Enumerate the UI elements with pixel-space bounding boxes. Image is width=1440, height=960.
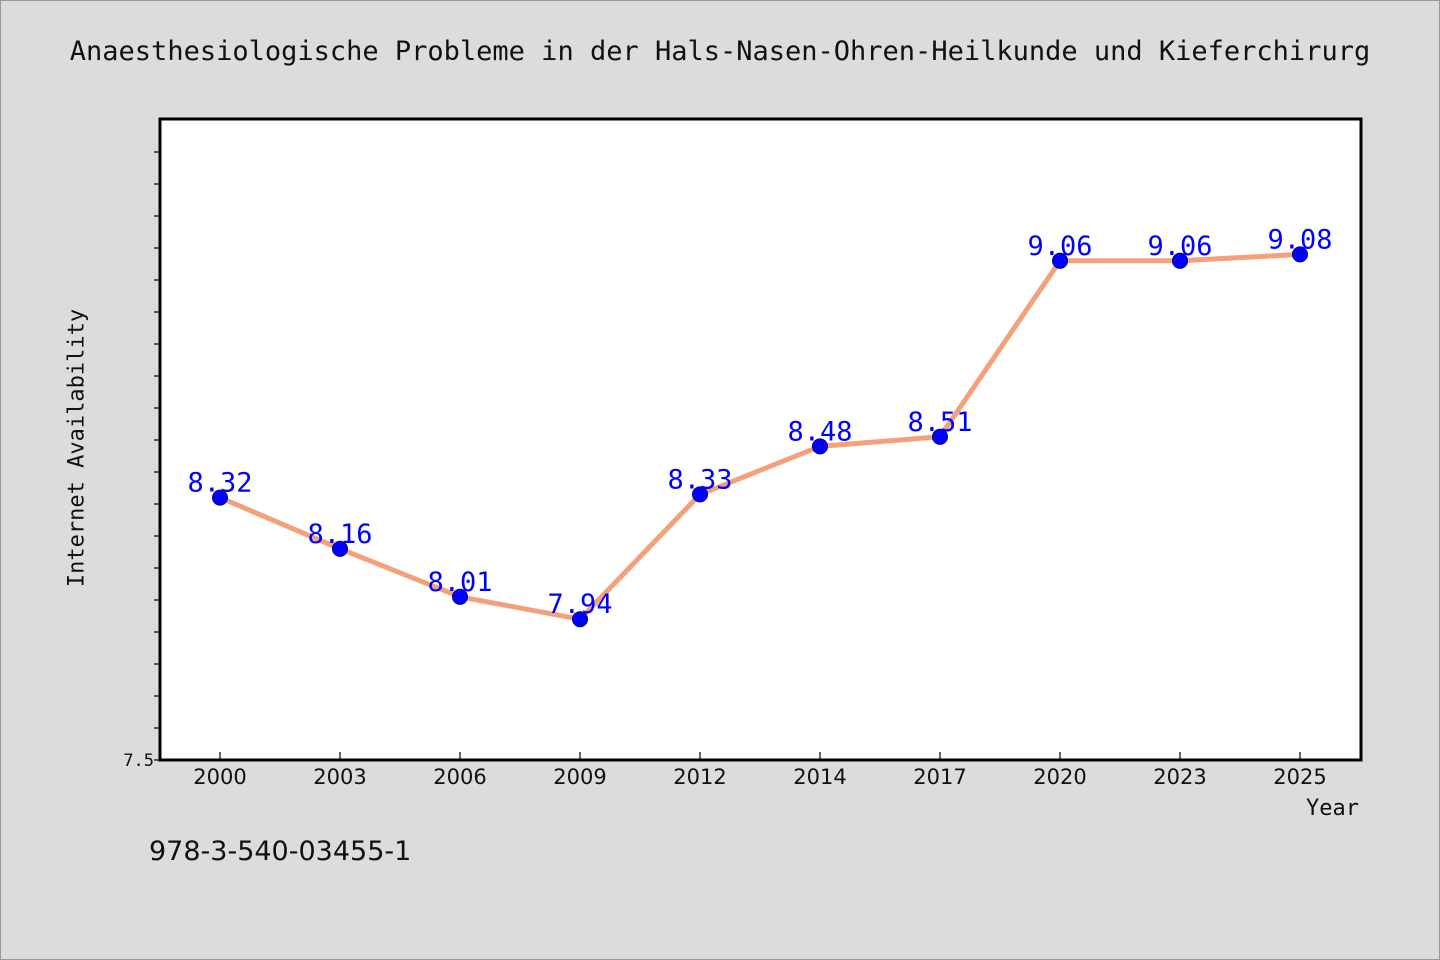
x-tick-label: 2000 (193, 765, 246, 789)
x-tick-label: 2009 (553, 765, 606, 789)
data-point (332, 540, 348, 557)
plot-border (158, 117, 1363, 762)
data-label: 8.01 (427, 567, 492, 598)
x-tick-label: 2003 (313, 765, 366, 789)
y-axis-ticks: 7.5 (123, 151, 160, 771)
data-label: 8.51 (907, 407, 972, 438)
x-tick-label: 2025 (1273, 765, 1326, 789)
data-label: 9.06 (1027, 231, 1092, 262)
x-tick-label: 2020 (1033, 765, 1086, 789)
data-point (812, 438, 828, 455)
data-label: 9.08 (1267, 224, 1332, 255)
data-point (692, 486, 708, 503)
data-point (212, 489, 228, 506)
footer-code: 978-3-540-03455-1 (149, 836, 412, 867)
data-point (932, 428, 948, 445)
x-tick-label: 2023 (1153, 765, 1206, 789)
data-label: 8.33 (667, 464, 732, 495)
data-point (1172, 252, 1188, 269)
chart-title: Anaesthesiologische Probleme in der Hals… (69, 36, 1371, 67)
series-layer: 8.32 8.16 8.01 7.94 8.33 8.48 8.51 9.06 9.06 9.08 (187, 224, 1333, 628)
data-point (1292, 246, 1308, 263)
x-axis-label: Year (1306, 796, 1359, 821)
data-label: 9.06 (1147, 231, 1212, 262)
x-tick-label: 2006 (433, 765, 486, 789)
data-label: 8.48 (787, 416, 852, 447)
series-line (217, 251, 1303, 622)
data-point (452, 588, 468, 605)
data-point (572, 611, 588, 628)
y-tick-label: 7.5 (123, 751, 154, 771)
x-tick-label: 2012 (673, 765, 726, 789)
x-axis-ticks: 2000 2003 2006 2009 2012 2014 2017 2020 2023 2025 (193, 752, 1327, 789)
y-axis-label: Internet Availability (64, 308, 90, 588)
plot-area (160, 119, 1361, 760)
data-point (1052, 252, 1068, 269)
data-label: 7.94 (547, 589, 612, 620)
x-tick-label: 2017 (913, 765, 966, 789)
data-label: 8.32 (187, 468, 252, 499)
data-label: 8.16 (307, 519, 372, 550)
x-tick-label: 2014 (793, 765, 846, 789)
